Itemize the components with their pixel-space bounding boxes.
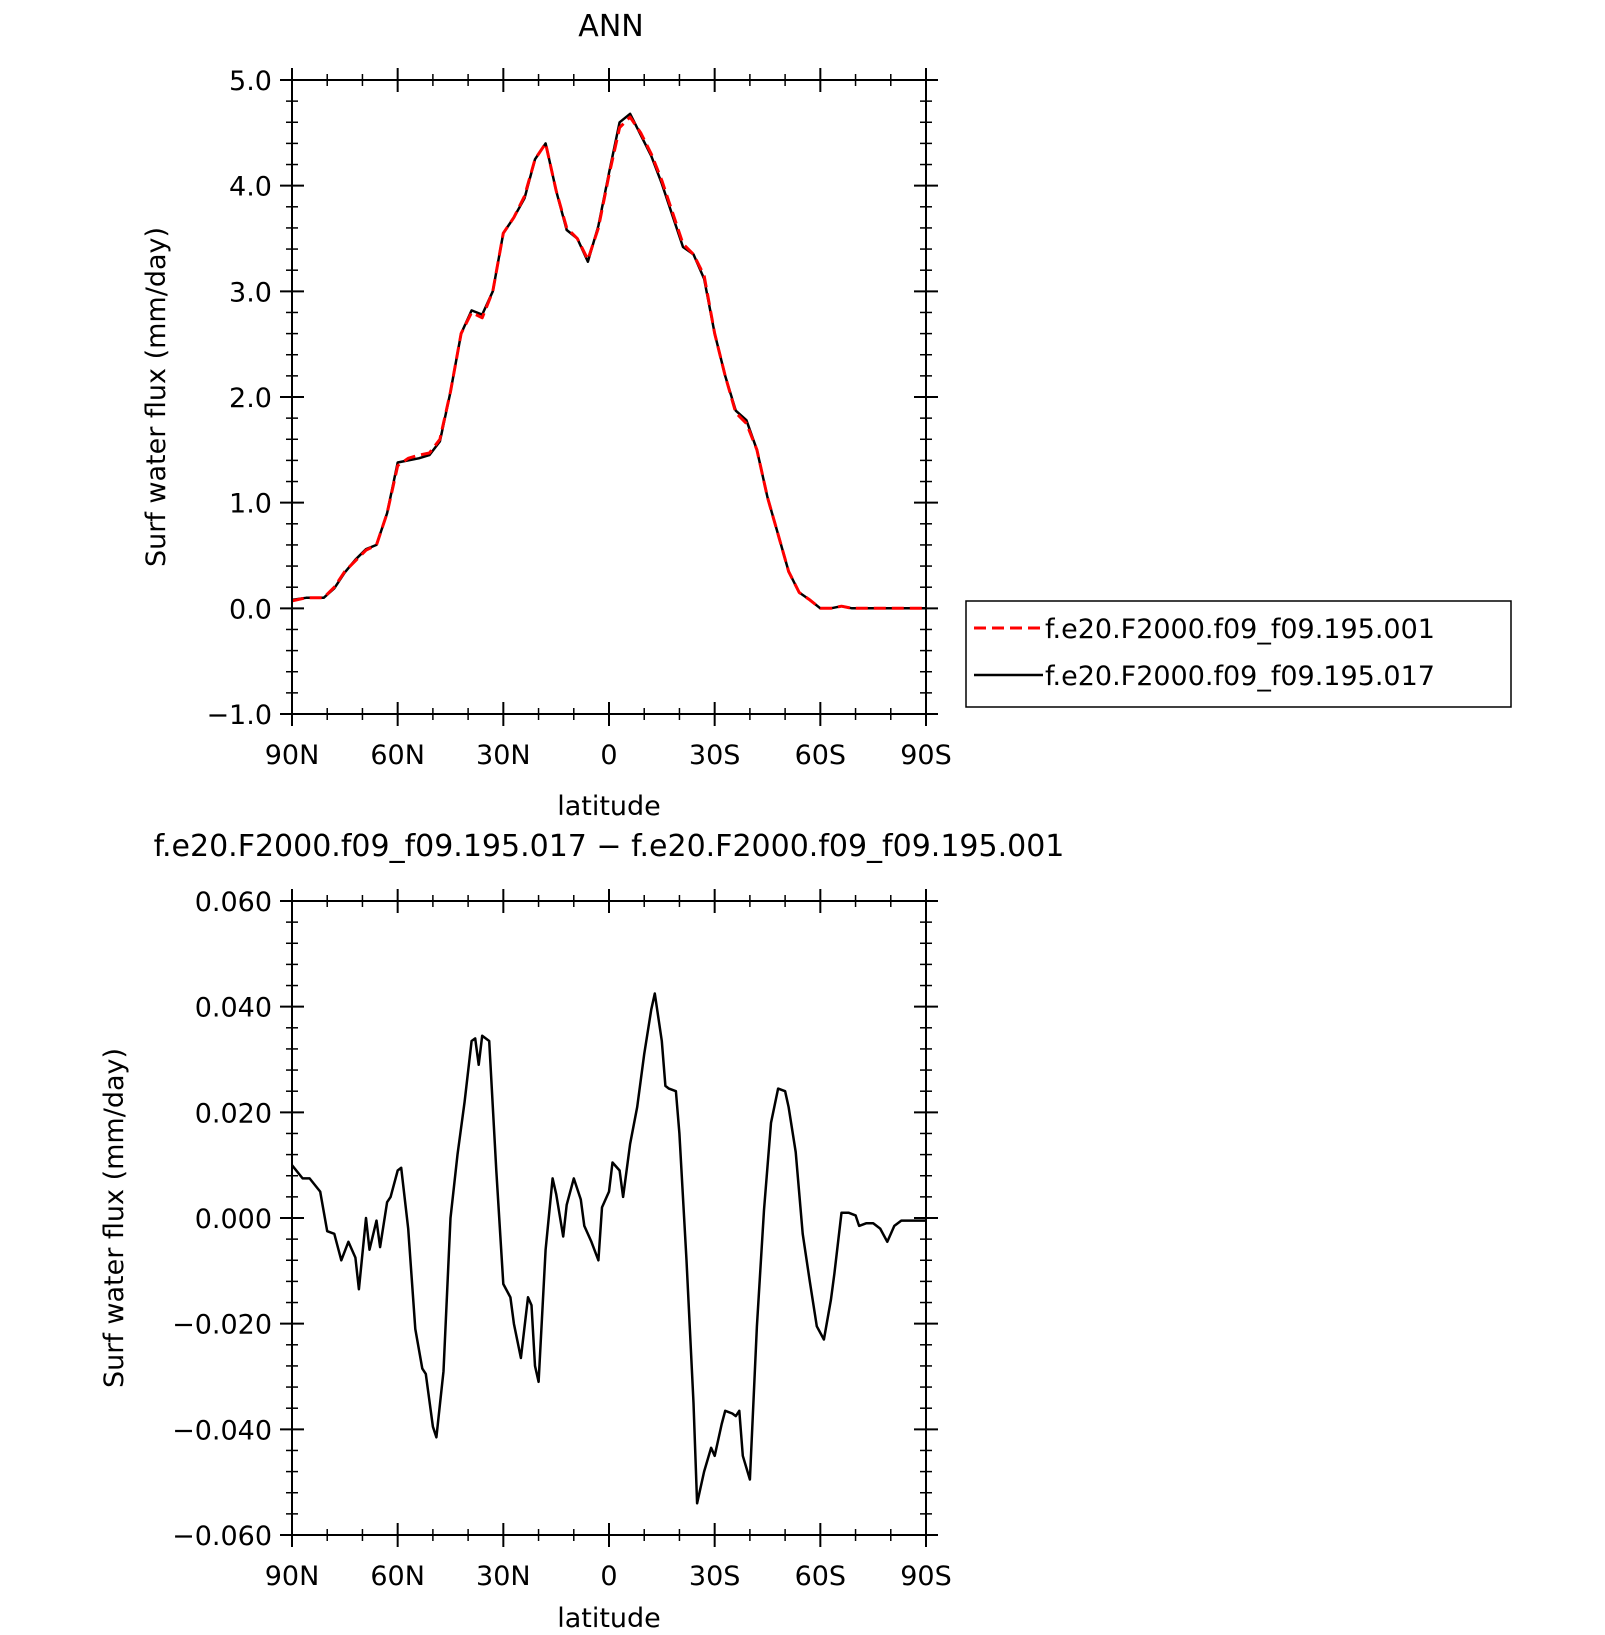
top-axis-ticks (280, 68, 938, 726)
bottom-y-axis-label: Surf water flux (mm/day) (99, 1048, 130, 1388)
bottom-x-tick-label: 0 (600, 1561, 617, 1592)
bottom-y-tick-labels: 0.060 0.040 0.020 0.000 −0.020 −0.040 −0.060 (172, 887, 272, 1552)
top-x-tick-label: 90N (265, 740, 320, 771)
top-y-axis-label: Surf water flux (mm/day) (141, 227, 172, 567)
legend: f.e20.F2000.f09_f09.195.001 f.e20.F2000.… (965, 600, 1512, 708)
top-panel: ANN 5.0 4.0 3.0 2.0 1.0 0.0 −1.0 90N 60N 30N 0 30S… (141, 9, 952, 822)
bottom-x-tick-label: 90N (265, 1561, 320, 1592)
bottom-x-axis-label: latitude (557, 1603, 661, 1634)
top-x-tick-label: 30N (476, 740, 531, 771)
top-series-line-1 (291, 115, 926, 610)
bottom-series-line-1 (291, 992, 926, 1505)
bottom-x-tick-label: 30N (476, 1561, 531, 1592)
top-x-tick-label: 30S (689, 740, 741, 771)
bottom-y-tick-label: −0.040 (172, 1415, 272, 1446)
top-y-tick-label: 3.0 (229, 277, 272, 308)
top-chart-title: ANN (578, 9, 643, 44)
top-x-tick-label: 90S (900, 740, 952, 771)
top-series-line-2 (291, 112, 926, 610)
bottom-x-tick-label: 60S (795, 1561, 847, 1592)
bottom-x-tick-label: 90S (900, 1561, 952, 1592)
bottom-x-tick-label: 30S (689, 1561, 741, 1592)
top-x-tick-labels: 90N 60N 30N 0 30S 60S 90S (265, 740, 952, 771)
bottom-series-lines (291, 992, 926, 1505)
top-x-tick-label: 0 (600, 740, 617, 771)
bottom-chart-title: f.e20.F2000.f09_f09.195.017 − f.e20.F200… (154, 829, 1065, 864)
top-x-tick-label: 60S (795, 740, 847, 771)
top-y-tick-labels: 5.0 4.0 3.0 2.0 1.0 0.0 −1.0 (206, 66, 272, 731)
bottom-y-tick-label: 0.040 (195, 993, 272, 1024)
bottom-y-tick-label: 0.000 (195, 1204, 272, 1235)
legend-box (965, 600, 1512, 708)
bottom-axis-ticks (280, 889, 938, 1547)
bottom-x-tick-labels: 90N 60N 30N 0 30S 60S 90S (265, 1561, 952, 1592)
bottom-y-tick-label: −0.020 (172, 1310, 272, 1341)
top-y-tick-label: 4.0 (229, 172, 272, 203)
top-y-tick-label: 2.0 (229, 383, 272, 414)
top-x-axis-label: latitude (557, 791, 661, 822)
bottom-y-tick-label: 0.060 (195, 887, 272, 918)
legend-label-series-2: f.e20.F2000.f09_f09.195.017 (1045, 661, 1435, 692)
bottom-x-tick-label: 60N (370, 1561, 425, 1592)
top-y-tick-label: 1.0 (229, 489, 272, 520)
top-x-tick-label: 60N (370, 740, 425, 771)
top-series-lines (291, 112, 926, 610)
bottom-panel: f.e20.F2000.f09_f09.195.017 − f.e20.F200… (99, 829, 1064, 1634)
top-y-tick-label: 0.0 (229, 594, 272, 625)
bottom-y-tick-label: 0.020 (195, 1098, 272, 1129)
bottom-plot-frame (291, 900, 927, 1536)
top-y-tick-label: −1.0 (206, 700, 272, 731)
top-plot-frame (291, 79, 927, 715)
bottom-y-tick-label: −0.060 (172, 1521, 272, 1552)
top-y-tick-label: 5.0 (229, 66, 272, 97)
legend-label-series-1: f.e20.F2000.f09_f09.195.001 (1045, 614, 1435, 645)
